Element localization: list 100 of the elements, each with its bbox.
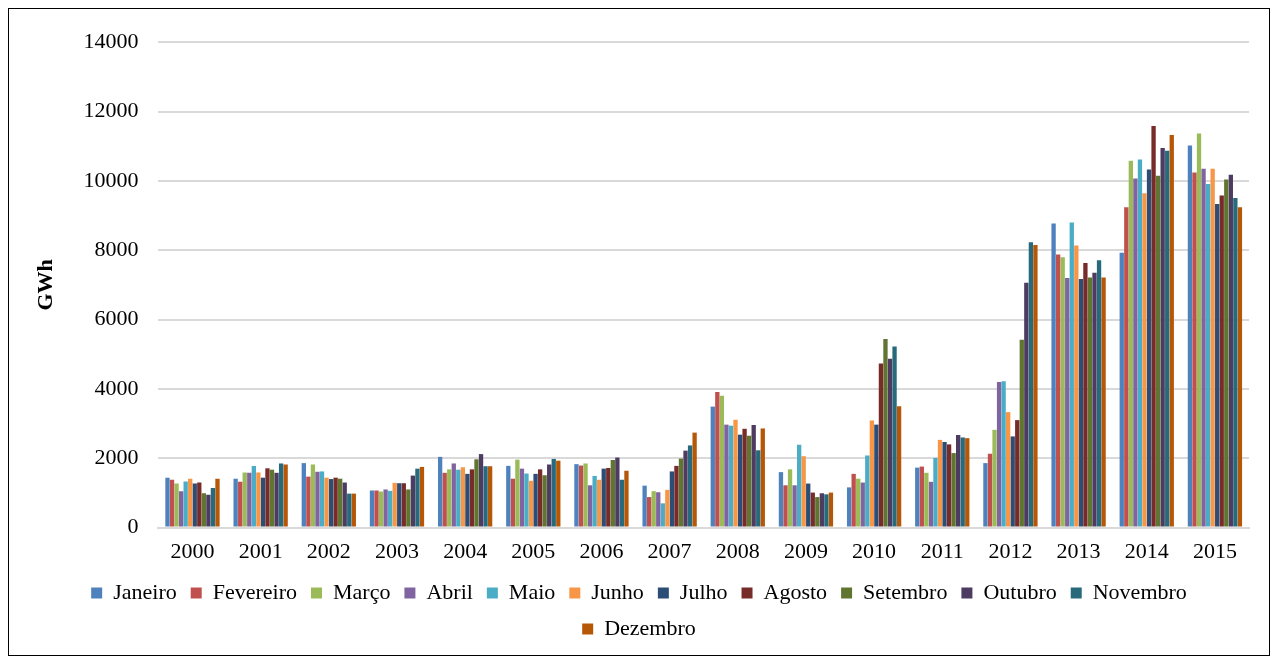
x-tick-label: 2008 [715,537,760,563]
bar [437,456,443,527]
bar [619,479,625,527]
bar [692,432,697,527]
bar [1215,204,1220,527]
bar [810,492,815,527]
bar [328,479,334,527]
legend-label: Dezembro [604,614,696,640]
bar [951,453,956,527]
bar [846,487,852,527]
bar [801,456,806,527]
bar [442,472,447,527]
bar [869,420,874,527]
bar [197,482,202,527]
bar [206,494,211,527]
bar [647,497,652,527]
bar [878,363,884,527]
bar [1119,252,1124,527]
y-axis-title: GWh [31,259,57,311]
bar [188,478,193,527]
bar [597,479,602,527]
bar [587,485,593,527]
bar [451,463,456,527]
bar [483,466,488,527]
bar [683,450,688,527]
bar [1024,282,1029,527]
bar [642,485,647,527]
y-tick-label: 4000 [94,374,139,400]
bar [1055,254,1061,527]
bar [528,480,534,527]
bar [960,437,965,527]
bar [1065,277,1070,527]
bar [1101,277,1106,527]
bar [724,424,729,527]
bar [751,424,756,527]
bar [578,465,584,527]
bar [1196,133,1202,527]
bar [192,483,197,527]
bar [338,478,343,527]
bar [1201,168,1206,527]
bar [660,503,665,527]
bar [1137,159,1143,527]
bar [624,470,629,527]
bar [456,469,461,527]
bar [247,472,252,527]
bar [465,473,470,527]
bar [1128,160,1134,527]
bar [928,481,934,527]
x-tick-label: 2000 [170,537,215,563]
bar [733,419,738,527]
bar [606,467,611,527]
bar [1051,223,1056,527]
bar [315,471,320,527]
bar [533,473,538,527]
bar [324,477,329,527]
bar [1083,263,1088,527]
bar [887,358,893,527]
bar [715,392,720,527]
bar [387,490,393,527]
bar [306,476,311,527]
bar [946,444,952,527]
bar [1133,178,1138,527]
bar [1060,257,1065,527]
bar [1074,245,1079,527]
bar [851,473,856,527]
bar [583,463,588,527]
bar [796,444,802,527]
x-tick-label: 2007 [647,537,692,563]
bar [856,478,861,527]
bar [460,467,466,527]
y-tick-label: 12000 [83,97,139,123]
bar [301,463,306,527]
bar [719,395,725,527]
bar [674,465,679,527]
bar [174,483,179,527]
bar [828,492,834,527]
bar [874,424,879,527]
bar [896,406,902,527]
x-tick-label: 2006 [579,537,624,563]
bar [183,481,188,527]
legend-label: Setembro [863,578,948,604]
bar [956,435,961,527]
bar [251,465,256,527]
y-tick-label: 10000 [83,166,139,192]
legend-label: Maio [508,578,556,604]
bar [283,464,288,527]
bar [787,469,793,527]
bar [1069,222,1074,527]
bar [347,493,352,527]
x-tick-label: 2005 [511,537,556,563]
bar [410,475,416,527]
bar [1142,193,1147,527]
bar [1146,169,1152,527]
bar [1010,436,1015,527]
bar [1155,175,1161,527]
x-tick-label: 2003 [374,537,419,563]
bar [1228,174,1233,527]
bar [556,460,561,527]
legend-label: Junho [591,578,644,604]
bar [746,435,752,527]
